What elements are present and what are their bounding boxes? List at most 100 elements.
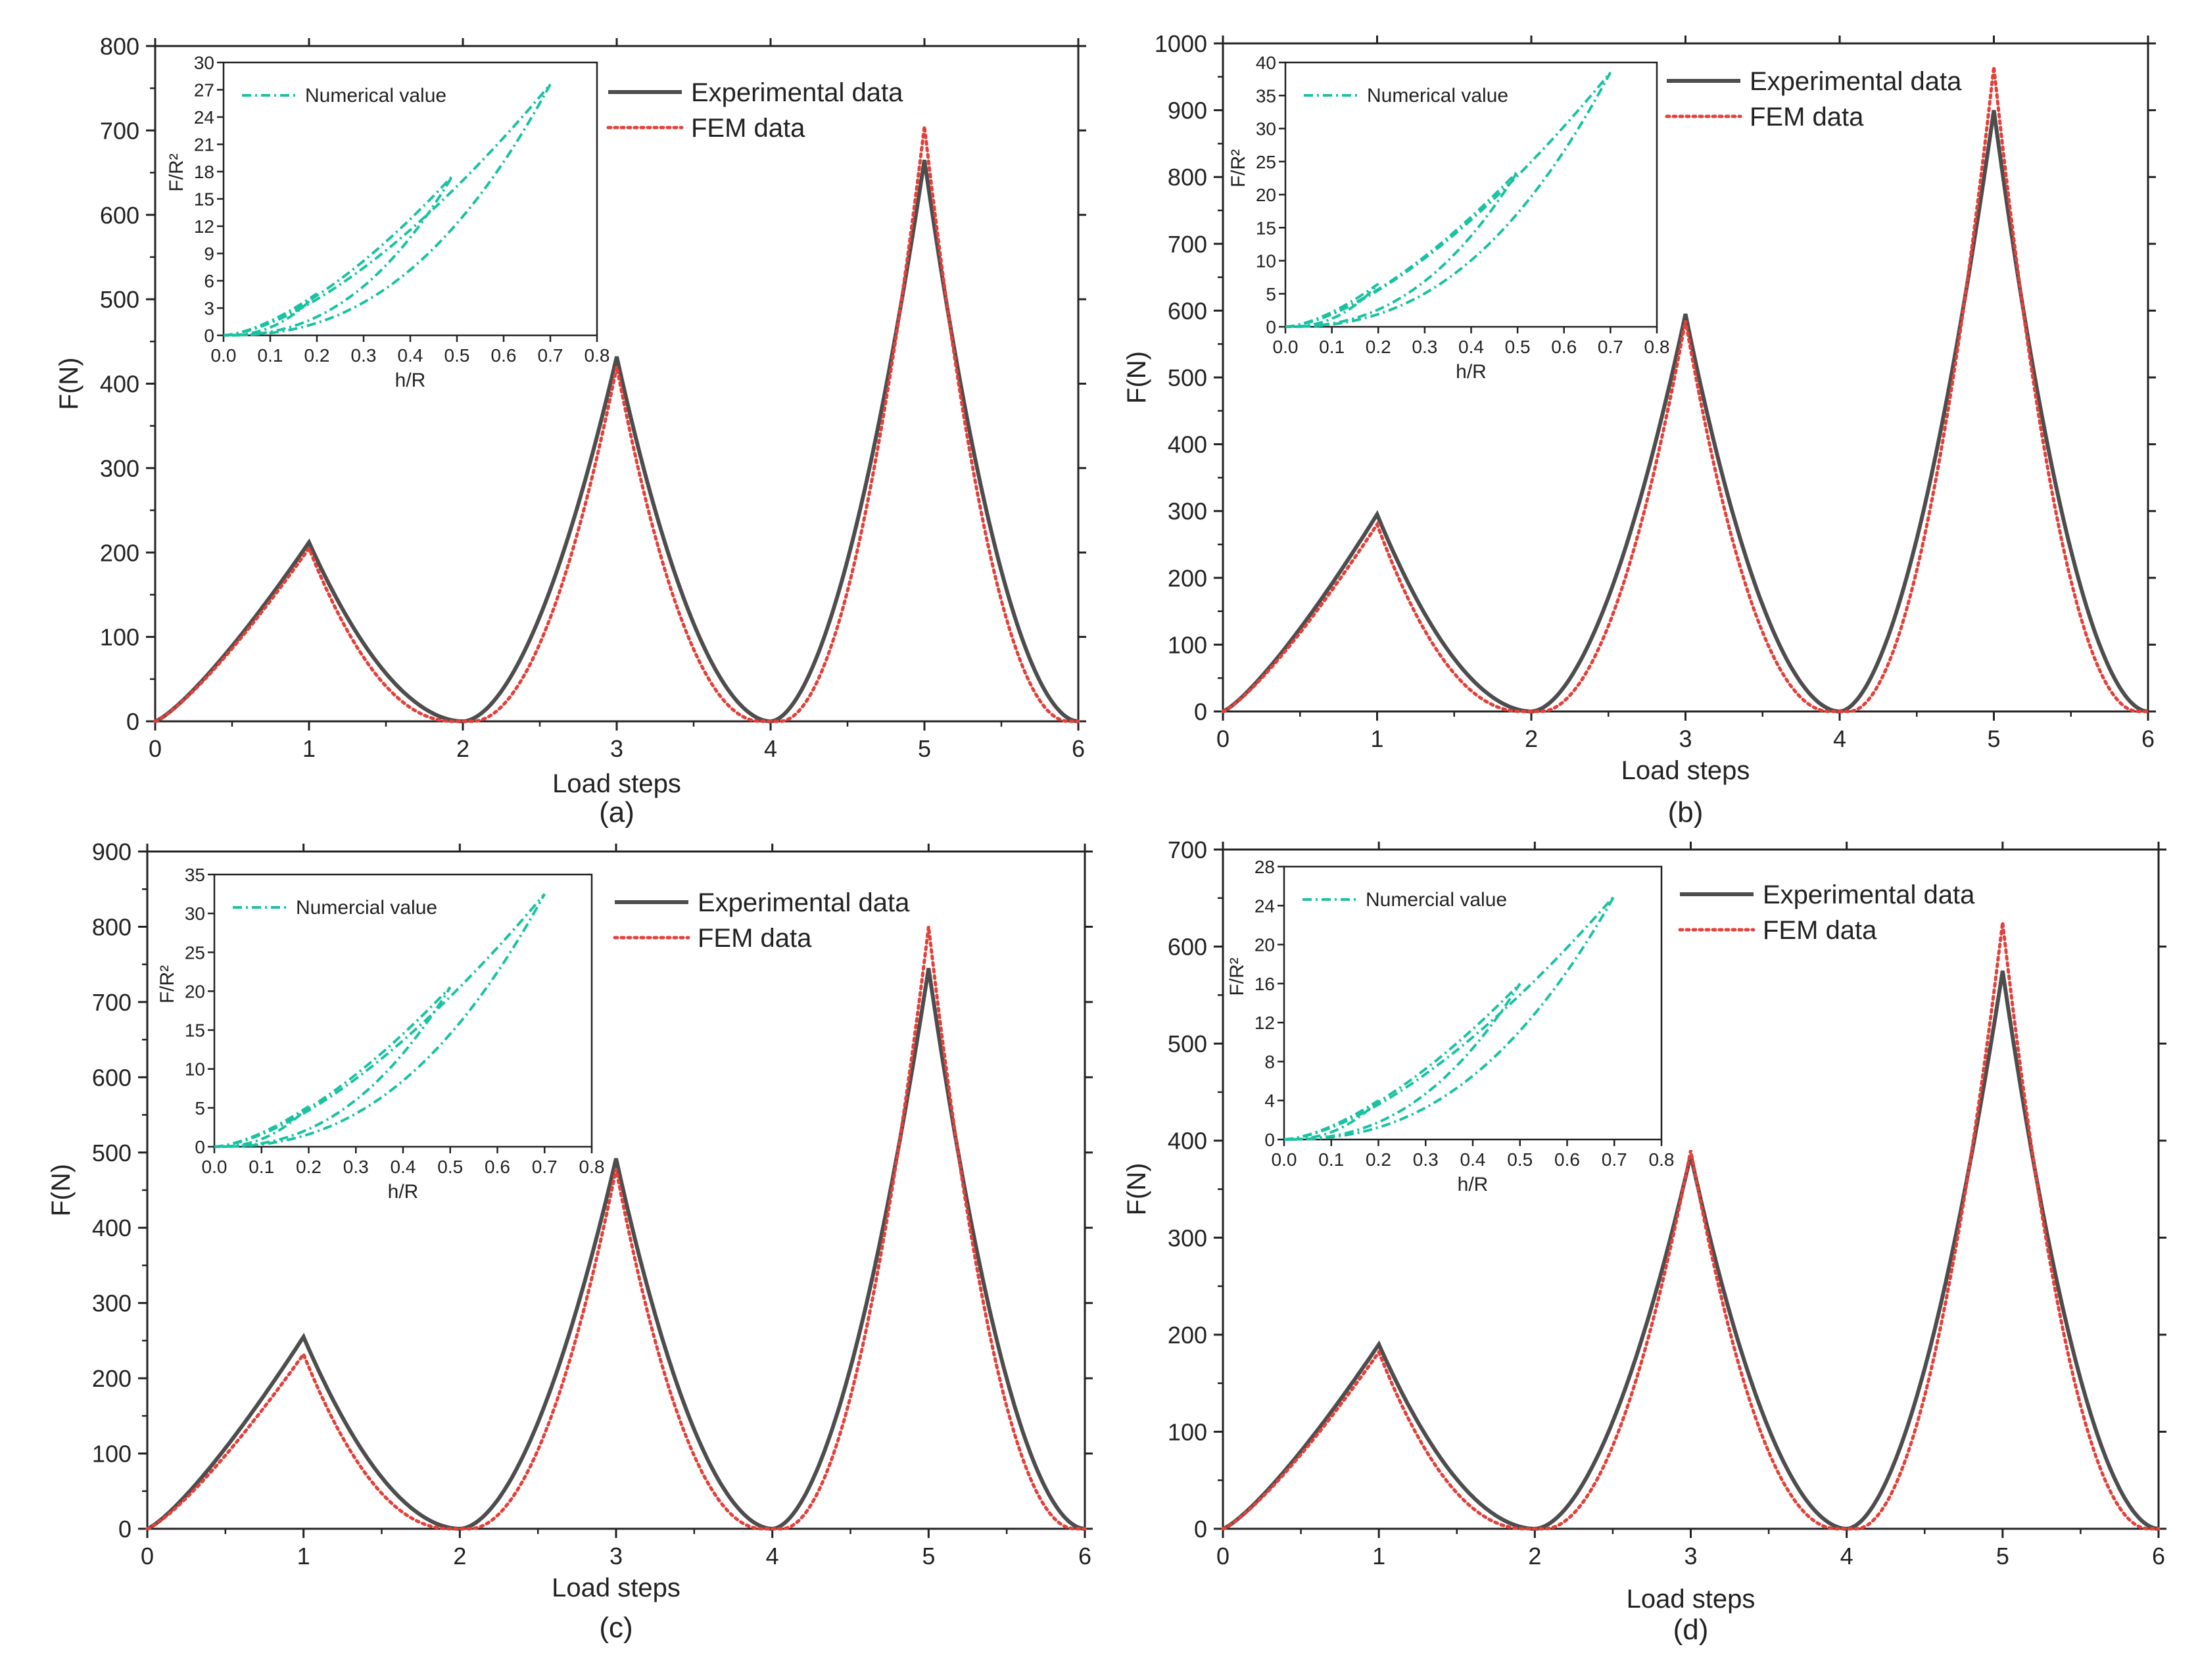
numerical-loop-3 <box>214 893 546 1148</box>
y-tick-label: 200 <box>1168 1322 1207 1349</box>
legend-experimental-label: Experimental data <box>698 888 910 917</box>
inset-x-tick-label: 0.1 <box>249 1157 274 1177</box>
inset-x-tick-label: 0.5 <box>1507 1149 1533 1170</box>
inset-y-tick-label: 0 <box>1266 317 1276 337</box>
x-tick-label: 4 <box>764 735 777 762</box>
x-axis-label: Load steps <box>1621 756 1750 785</box>
inset-x-axis-label: h/R <box>1456 361 1487 383</box>
y-tick-label: 300 <box>100 455 139 482</box>
x-tick-label: 5 <box>1987 725 2000 752</box>
inset-x-tick-label: 0.2 <box>1366 1149 1391 1170</box>
inset-y-tick-label: 15 <box>1256 218 1276 238</box>
inset-y-tick-label: 24 <box>1254 896 1275 916</box>
x-tick-label: 4 <box>766 1543 779 1570</box>
panel-label: (c) <box>599 1612 633 1644</box>
x-axis-label: Load steps <box>1627 1585 1756 1614</box>
inset-x-tick-label: 0.3 <box>351 345 377 366</box>
numerical-loop-1 <box>223 292 318 337</box>
inset-x-tick-label: 0.2 <box>296 1157 322 1177</box>
y-tick-label: 800 <box>1168 164 1207 191</box>
x-tick-label: 0 <box>1216 725 1230 752</box>
y-axis-label: F(N) <box>55 358 84 410</box>
x-tick-label: 6 <box>2152 1543 2165 1570</box>
y-tick-label: 400 <box>92 1214 131 1241</box>
inset-x-tick-label: 0.6 <box>485 1157 510 1177</box>
fem-data-line <box>145 926 1087 1531</box>
inset-frame <box>222 61 598 337</box>
inset-x-tick-label: 0.4 <box>391 1157 416 1177</box>
x-tick-label: 2 <box>1525 725 1538 752</box>
fem-data-line <box>1221 66 2150 713</box>
y-tick-label: 900 <box>1168 97 1207 124</box>
inset-chart: 0.0 0.1 0.2 0.3 0.4 0.5 0.6 0.7 0.8 0 5 10 15 20 25 30 3… <box>1228 53 1669 383</box>
y-tick-label: 600 <box>92 1064 131 1091</box>
inset-y-tick-label: 35 <box>185 865 205 885</box>
inset-y-tick-label: 16 <box>1254 974 1275 994</box>
inset-x-axis-label: h/R <box>388 1181 419 1203</box>
x-tick-label: 1 <box>1372 1543 1385 1570</box>
inset-y-tick-label: 12 <box>1254 1013 1275 1033</box>
inset-x-tick-label: 0.5 <box>444 345 470 366</box>
y-axis-label: F(N) <box>1122 351 1151 404</box>
inset-y-tick-label: 21 <box>194 135 214 155</box>
inset-legend-label: Numerical value <box>1367 85 1508 107</box>
experimental-data-line <box>1222 110 2149 714</box>
inset-x-tick-label: 0.6 <box>1551 337 1577 357</box>
inset-y-tick-label: 9 <box>204 244 214 264</box>
x-tick-label: 1 <box>1370 725 1383 752</box>
inset-frame <box>213 873 593 1148</box>
inset-y-tick-label: 18 <box>194 162 214 182</box>
inset-x-tick-label: 0.1 <box>1319 337 1345 357</box>
y-tick-label: 200 <box>100 539 139 566</box>
legend-experimental-label: Experimental data <box>1750 67 1962 96</box>
inset-x-tick-label: 0.3 <box>343 1157 369 1177</box>
inset-x-tick-label: 0.7 <box>1598 337 1623 357</box>
inset-y-tick-label: 20 <box>1254 935 1275 955</box>
inset-x-axis-label: h/R <box>395 370 426 391</box>
inset-chart: 0.0 0.1 0.2 0.3 0.4 0.5 0.6 0.7 0.8 0 5 10 15 20 25 30 3… <box>156 865 604 1203</box>
y-tick-label: 700 <box>92 989 131 1016</box>
x-tick-label: 2 <box>456 735 469 762</box>
numerical-loop-2 <box>223 175 454 337</box>
y-tick-label: 200 <box>1168 565 1207 592</box>
panel-label: (b) <box>1668 796 1704 828</box>
y-tick-label: 100 <box>1168 631 1207 658</box>
inset-y-axis-label: F/R² <box>166 153 187 191</box>
inset-legend-label: Numerical value <box>305 85 446 107</box>
y-tick-label: 300 <box>92 1290 131 1317</box>
legend-experimental-label: Experimental data <box>1763 880 1975 909</box>
y-tick-label: 0 <box>1194 698 1207 725</box>
inset-x-tick-label: 0.4 <box>1458 337 1484 357</box>
inset-x-tick-label: 0.0 <box>202 1157 227 1177</box>
x-tick-label: 3 <box>609 1543 623 1570</box>
x-tick-label: 6 <box>1072 735 1085 762</box>
inset-x-tick-label: 0.3 <box>1413 1149 1439 1170</box>
y-tick-label: 400 <box>1168 1128 1207 1155</box>
y-axis-label: F(N) <box>1122 1163 1151 1216</box>
y-tick-label: 300 <box>1168 1224 1207 1251</box>
inset-y-tick-label: 20 <box>185 981 205 1001</box>
y-tick-label: 400 <box>1168 431 1207 458</box>
inset-y-tick-label: 20 <box>1256 185 1276 205</box>
x-tick-label: 2 <box>453 1543 466 1570</box>
y-tick-label: 500 <box>92 1140 131 1166</box>
y-tick-label: 700 <box>1168 836 1207 863</box>
inset-y-tick-label: 4 <box>1264 1091 1275 1111</box>
inset-y-tick-label: 0 <box>1264 1130 1275 1150</box>
inset-y-tick-label: 15 <box>194 189 214 210</box>
x-tick-label: 3 <box>1679 725 1692 752</box>
inset-x-tick-label: 0.5 <box>1505 337 1531 357</box>
numerical-loop-2 <box>1283 982 1521 1141</box>
inset-x-tick-label: 0.5 <box>437 1157 463 1177</box>
inset-x-tick-label: 0.6 <box>491 345 517 366</box>
y-tick-label: 700 <box>100 117 139 144</box>
y-tick-label: 600 <box>1168 934 1207 961</box>
inset-x-tick-label: 0.0 <box>1272 1149 1297 1170</box>
inset-x-tick-label: 0.3 <box>1412 337 1437 357</box>
experimental-data-line <box>146 967 1086 1531</box>
inset-y-tick-label: 0 <box>204 325 214 346</box>
x-tick-label: 5 <box>922 1543 935 1570</box>
